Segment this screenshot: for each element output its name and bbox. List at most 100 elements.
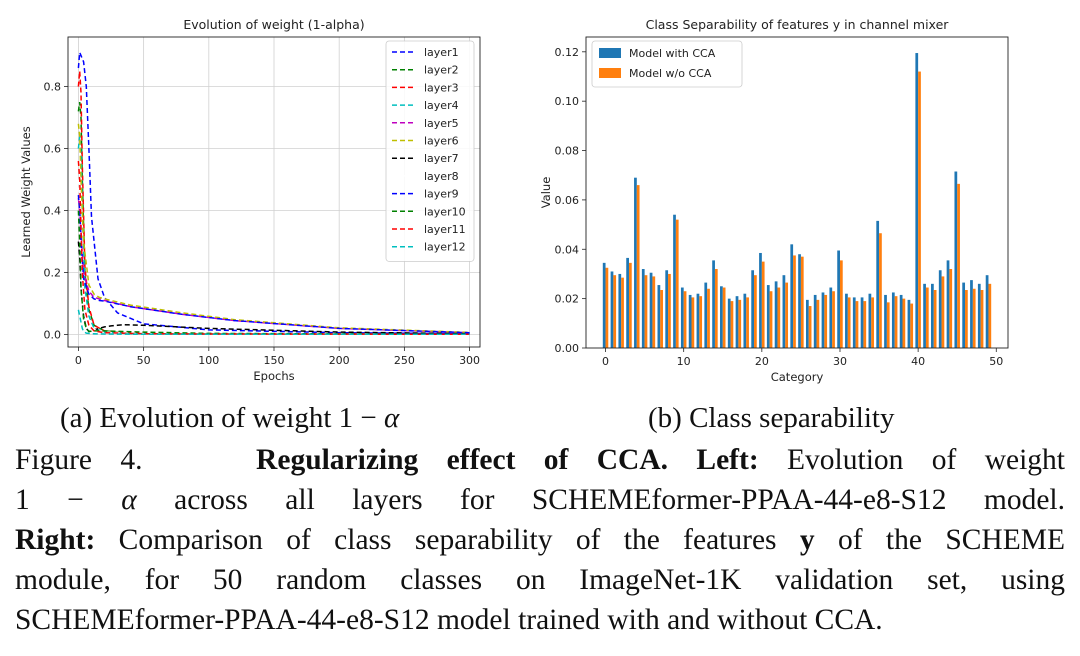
- right-bar-without-cca: [925, 287, 929, 348]
- right-bar-with-cca: [915, 53, 919, 348]
- left-x-tick-label: 100: [198, 354, 219, 367]
- right-bar-with-cca: [860, 297, 864, 348]
- caption-line-2: 1 − α across all layers for SCHEMEformer…: [15, 480, 1065, 520]
- right-bar-with-cca: [657, 285, 661, 348]
- subcaption-left: (a) Evolution of weight 1 − α: [60, 402, 399, 435]
- caption-line-3: Right: Comparison of class separability …: [15, 520, 1065, 560]
- right-bar-without-cca: [808, 306, 812, 348]
- right-y-tick-label: 0.12: [555, 46, 580, 59]
- right-bar-without-cca: [714, 269, 718, 348]
- right-bar-without-cca: [965, 290, 968, 348]
- right-bar-without-cca: [738, 299, 742, 348]
- right-bar-without-cca: [668, 273, 671, 348]
- right-legend-label-without-cca: Model w/o CCA: [629, 67, 712, 80]
- left-legend-box: [385, 40, 475, 262]
- caption-line-3-text-a: Comparison of class separability of the …: [95, 524, 800, 556]
- right-bar-with-cca: [970, 280, 973, 348]
- right-x-axis-label: Category: [771, 370, 824, 384]
- caption-right-label: Right:: [15, 524, 96, 556]
- right-bar-with-cca: [766, 285, 770, 348]
- right-bar-without-cca: [621, 277, 624, 348]
- right-bar-without-cca: [777, 287, 781, 348]
- right-bar-without-cca: [941, 276, 945, 348]
- right-x-tick-label: 40: [911, 355, 925, 368]
- left-x-tick-label: 250: [394, 354, 415, 367]
- right-bar-without-cca: [675, 219, 679, 348]
- right-bar-without-cca: [691, 297, 695, 348]
- right-bar-without-cca: [855, 301, 859, 348]
- right-bar-with-cca: [727, 298, 731, 348]
- right-bar-without-cca: [628, 262, 632, 348]
- right-bar-with-cca: [673, 214, 676, 348]
- caption-alpha: α: [121, 484, 137, 516]
- left-legend-label-layer4: layer4: [424, 99, 459, 112]
- right-bar-without-cca: [699, 296, 703, 348]
- figure-caption: Figure 4. Regularizing effect of CCA. Le…: [15, 440, 1065, 640]
- right-bar-without-cca: [722, 287, 726, 348]
- right-bar-without-cca: [605, 267, 609, 348]
- right-x-tick-label: 50: [989, 355, 1003, 368]
- right-bar-with-cca: [884, 294, 887, 348]
- right-bar-without-cca: [660, 290, 663, 348]
- right-bar-without-cca: [902, 298, 906, 348]
- right-bar-with-cca: [602, 262, 606, 348]
- left-y-tick-label: 0.6: [44, 143, 62, 156]
- right-bar-without-cca: [988, 283, 992, 348]
- right-bar-without-cca: [644, 275, 648, 348]
- right-bar-without-cca: [785, 282, 789, 348]
- right-bar-without-cca: [839, 260, 843, 348]
- right-bar-without-cca: [613, 275, 617, 348]
- left-legend-label-layer10: layer10: [424, 205, 466, 218]
- right-bar-with-cca: [837, 250, 840, 348]
- right-bar-with-cca: [618, 273, 622, 348]
- right-bar-with-cca: [868, 293, 872, 348]
- right-bar-with-cca: [962, 282, 966, 348]
- caption-line-4: module, for 50 random classes on ImageNe…: [15, 564, 1065, 596]
- left-line-chart: Evolution of weight (1-alpha) 0 50 100 150 20…: [19, 17, 481, 383]
- left-x-tick-label: 0: [75, 354, 82, 367]
- left-legend-label-layer11: layer11: [424, 223, 466, 236]
- right-bar-with-cca: [743, 293, 747, 348]
- right-bar-with-cca: [821, 292, 825, 348]
- right-bar-with-cca: [891, 292, 895, 348]
- right-bar-with-cca: [688, 294, 692, 348]
- left-legend-label-layer7: layer7: [424, 152, 459, 165]
- right-bar-with-cca: [813, 294, 817, 348]
- right-bar-with-cca: [680, 287, 684, 348]
- right-plot-frame: [585, 36, 1009, 349]
- right-bar-with-cca: [907, 299, 911, 348]
- right-bar-with-cca: [954, 171, 958, 348]
- left-x-tick-label: 300: [459, 354, 480, 367]
- right-bar-chart: Class Separability of features y in chan…: [539, 17, 1009, 384]
- right-bar-with-cca: [876, 220, 880, 348]
- right-bar-without-cca: [746, 297, 749, 348]
- caption-line-1-rest: Evolution of weight: [758, 444, 1066, 476]
- right-bar-without-cca: [730, 301, 734, 348]
- right-y-tick-label: 0.04: [555, 243, 580, 256]
- caption-line-5: SCHEMEformer-PPAA-44-e8-S12 model traine…: [15, 604, 883, 636]
- right-bar-without-cca: [972, 288, 976, 348]
- right-bar-without-cca: [957, 183, 960, 348]
- left-legend-label-layer5: layer5: [424, 117, 459, 130]
- right-bar-with-cca: [649, 272, 653, 348]
- right-bar-without-cca: [824, 294, 828, 348]
- right-bar-with-cca: [977, 283, 981, 348]
- right-bar-without-cca: [933, 290, 937, 348]
- right-bar-with-cca: [985, 275, 989, 348]
- right-bar-with-cca: [805, 299, 809, 348]
- left-legend-label-layer12: layer12: [424, 241, 466, 254]
- right-bar-with-cca: [704, 282, 708, 348]
- left-y-axis-label: Learned Weight Values: [19, 126, 33, 257]
- caption-bold-heading: Regularizing effect of CCA. Left:: [256, 444, 759, 476]
- right-legend-box: [591, 40, 743, 88]
- right-bar-without-cca: [847, 297, 851, 348]
- right-legend-swatch-without-cca: [599, 68, 621, 78]
- right-y-tick-label: 0.08: [555, 145, 580, 158]
- right-x-tick-label: 30: [833, 355, 847, 368]
- right-bar-without-cca: [980, 290, 984, 348]
- left-legend-label-layer2: layer2: [424, 64, 459, 77]
- right-bar-without-cca: [918, 71, 921, 348]
- right-bar-without-cca: [816, 299, 820, 348]
- right-bar-with-cca: [720, 286, 723, 348]
- right-bar-with-cca: [712, 260, 715, 348]
